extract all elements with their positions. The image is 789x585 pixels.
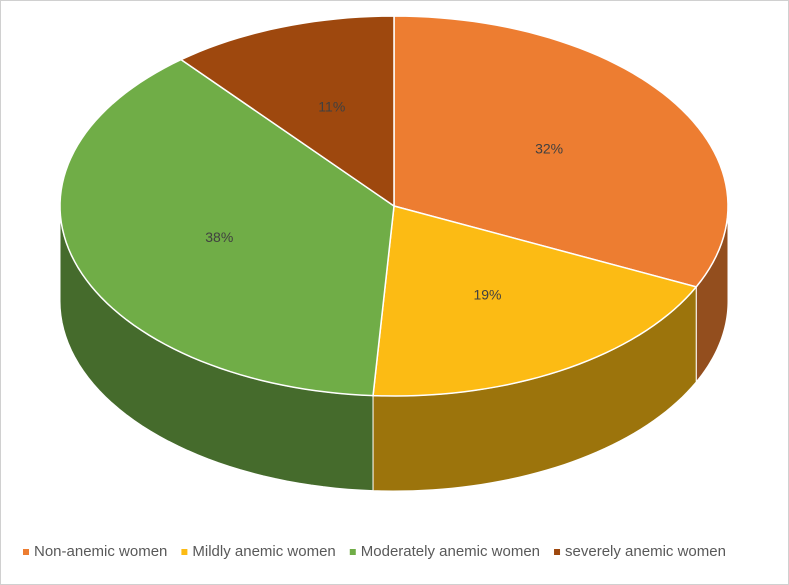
data-label: 11% <box>318 98 345 114</box>
legend-label: Mildly anemic women <box>192 543 335 560</box>
legend-swatch <box>23 549 29 555</box>
data-label: 32% <box>535 141 563 157</box>
slice <box>372 205 698 397</box>
slice <box>59 58 395 397</box>
slice <box>393 15 729 288</box>
legend-label: Non-anemic women <box>34 543 167 560</box>
legend-label: Moderately anemic women <box>361 543 540 560</box>
legend-swatch <box>349 549 356 555</box>
legend-swatch <box>554 549 561 555</box>
legend-swatch <box>181 549 188 555</box>
legend: Non-anemic women Mildly anemic women Moder… <box>23 543 726 560</box>
data-label: 19% <box>473 287 501 303</box>
data-label: 38% <box>205 229 233 245</box>
slice <box>179 15 395 208</box>
legend-label: severely anemic women <box>565 543 726 560</box>
